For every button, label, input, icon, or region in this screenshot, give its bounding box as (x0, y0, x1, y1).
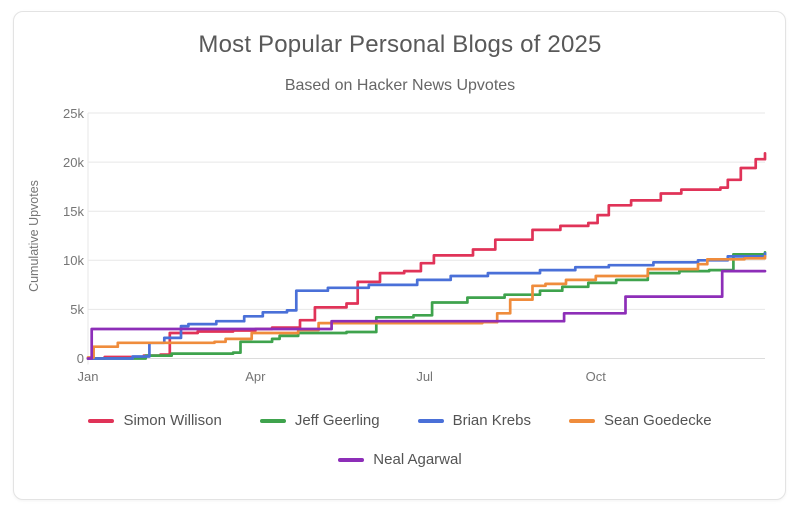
legend-swatch (88, 418, 115, 423)
legend-item-neal-agarwal[interactable]: Neal Agarwal (338, 451, 462, 468)
legend-swatch (568, 418, 595, 423)
x-tick-label: Jan (77, 369, 99, 384)
series-line-sean-goedecke[interactable] (86, 255, 767, 359)
x-tick-label: Jul (416, 369, 433, 384)
legend-swatch (259, 418, 286, 423)
legend-label: Jeff Geerling (294, 412, 380, 429)
y-tick-label: 20k (63, 154, 84, 170)
legend-item-sean-goedecke[interactable]: Sean Goedecke (568, 412, 712, 429)
series-line-brian-krebs[interactable] (86, 252, 767, 360)
y-tick-label: 25k (63, 105, 84, 121)
legend-label: Neal Agarwal (373, 451, 462, 468)
series-line-jeff-geerling[interactable] (86, 251, 767, 360)
chart-card (13, 11, 786, 500)
legend-row: Simon Willison Jeff Geerling Brian Krebs Se… (0, 412, 800, 429)
legend-item-simon-willison[interactable]: Simon Willison (88, 412, 222, 429)
legend-item-brian-krebs[interactable]: Brian Krebs (417, 412, 531, 429)
y-tick-label: 10k (63, 252, 84, 268)
x-tick-label: Oct (585, 369, 606, 384)
y-tick-label: 5k (70, 301, 84, 317)
chart-subtitle: Based on Hacker News Upvotes (284, 77, 516, 94)
legend-row: Neal Agarwal (0, 451, 800, 468)
x-tick-label: Apr (245, 369, 266, 384)
y-tick-label: 0 (76, 351, 84, 366)
legend-swatch (338, 457, 365, 462)
y-tick-label: 15k (63, 203, 84, 219)
legend-label: Sean Goedecke (603, 412, 712, 429)
legend-label: Brian Krebs (452, 412, 531, 429)
legend-swatch (417, 418, 444, 423)
chart-title: Most Popular Personal Blogs of 2025 (198, 31, 602, 58)
legend-label: Simon Willison (123, 412, 222, 429)
legend-item-jeff-geerling[interactable]: Jeff Geerling (259, 412, 380, 429)
series-line-neal-agarwal[interactable] (86, 269, 767, 360)
series-line-simon-willison[interactable] (86, 151, 767, 360)
